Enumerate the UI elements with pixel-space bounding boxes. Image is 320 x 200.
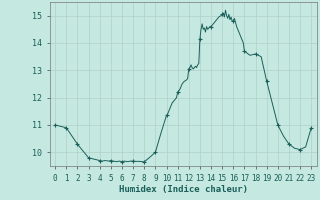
X-axis label: Humidex (Indice chaleur): Humidex (Indice chaleur) [119, 185, 248, 194]
